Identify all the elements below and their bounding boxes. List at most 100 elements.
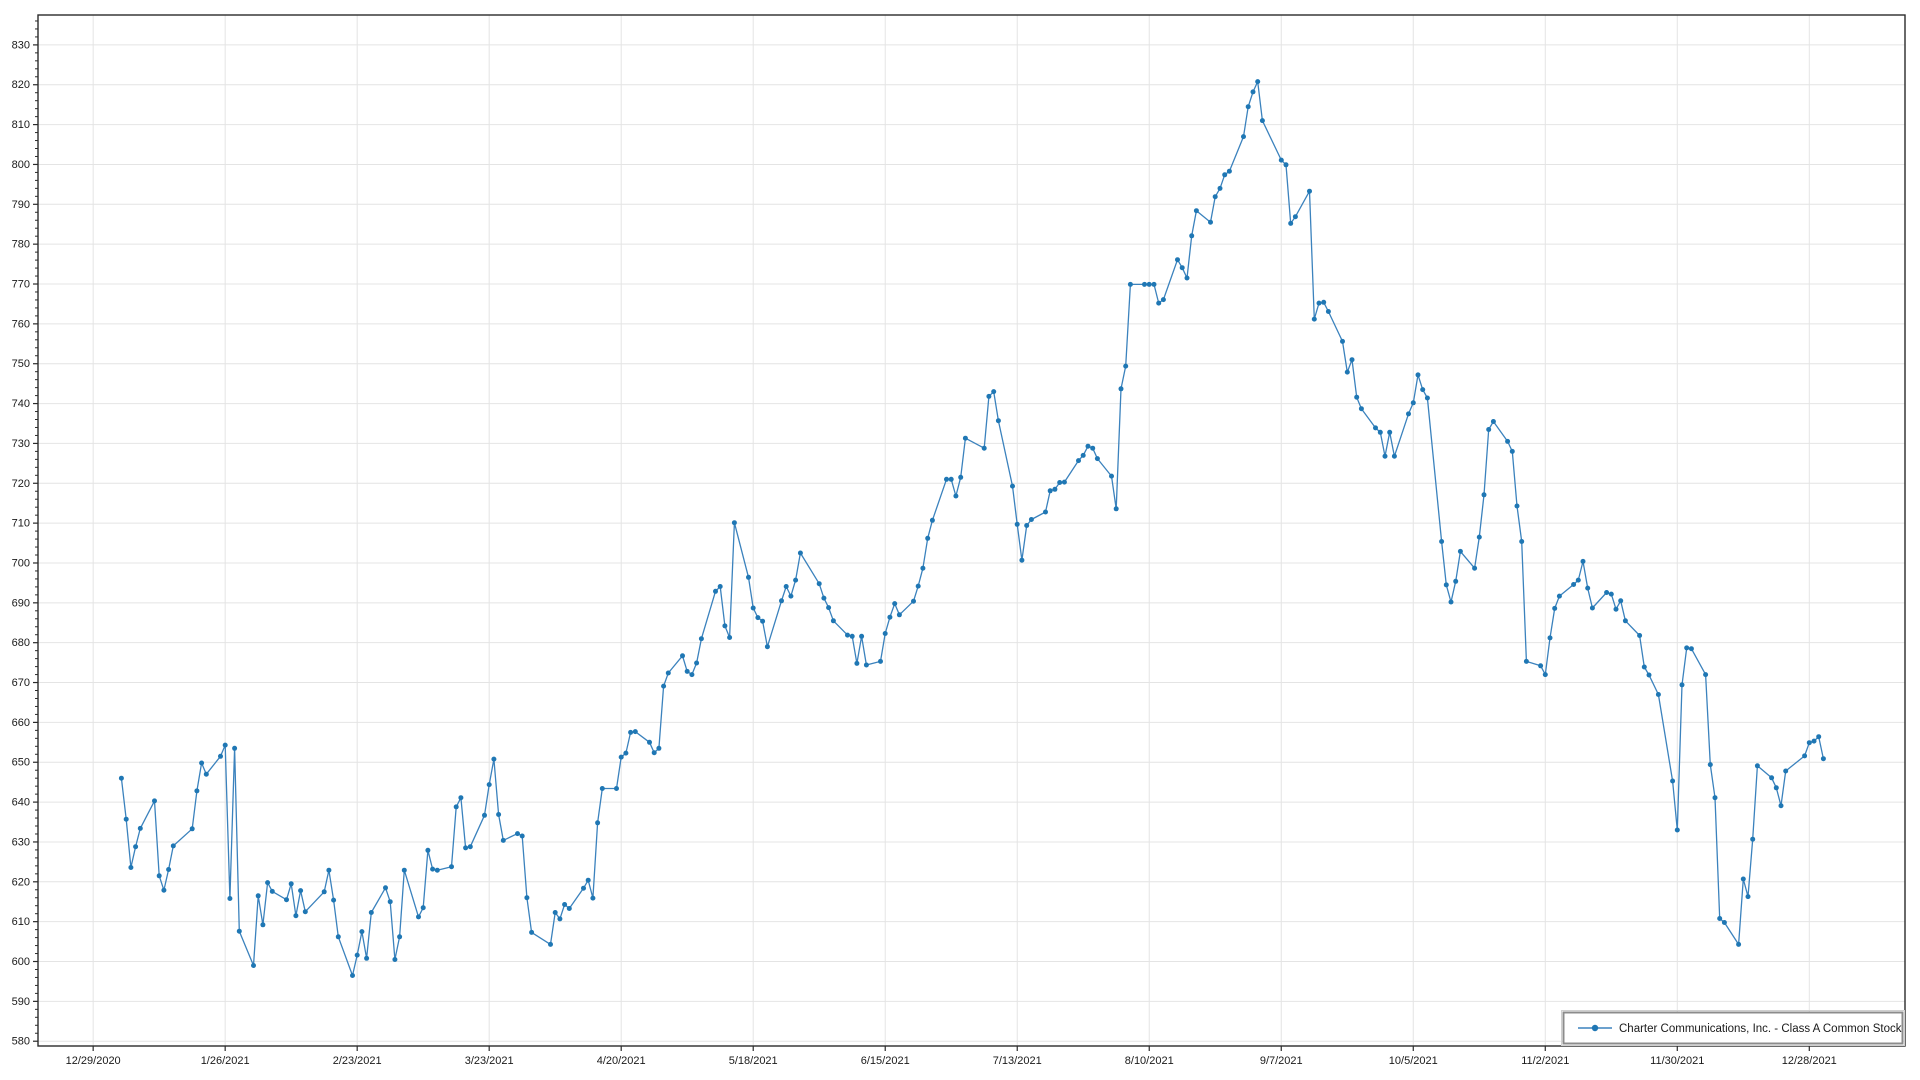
data-point-marker bbox=[944, 476, 949, 482]
data-point-marker bbox=[1156, 300, 1162, 306]
data-point-marker bbox=[1208, 219, 1213, 225]
y-tick-label: 730 bbox=[12, 438, 30, 450]
data-point-marker bbox=[1670, 778, 1676, 784]
data-point-marker bbox=[665, 670, 671, 676]
data-point-marker bbox=[1646, 672, 1652, 678]
y-tick-label: 720 bbox=[12, 478, 30, 490]
data-point-marker bbox=[1354, 394, 1360, 400]
data-point-marker bbox=[585, 877, 591, 883]
data-point-marker bbox=[1010, 483, 1015, 489]
x-tick-label: 4/20/2021 bbox=[597, 1055, 646, 1067]
data-point-marker bbox=[1773, 785, 1779, 791]
data-point-marker bbox=[1307, 188, 1312, 194]
x-tick-label: 11/2/2021 bbox=[1521, 1055, 1569, 1067]
data-point-marker bbox=[915, 583, 921, 589]
data-point-marker bbox=[911, 598, 916, 604]
data-point-marker bbox=[265, 880, 271, 886]
data-point-marker bbox=[830, 618, 836, 624]
data-point-marker bbox=[623, 750, 629, 756]
data-point-marker bbox=[152, 798, 157, 804]
legend-box bbox=[1562, 1011, 1904, 1045]
data-point-marker bbox=[236, 928, 242, 934]
data-point-marker bbox=[199, 760, 205, 766]
data-point-marker bbox=[123, 816, 129, 822]
data-point-marker bbox=[166, 867, 172, 872]
data-point-marker bbox=[397, 934, 403, 940]
data-point-marker bbox=[335, 934, 341, 940]
data-point-marker bbox=[1613, 606, 1619, 612]
data-point-marker bbox=[1783, 768, 1789, 774]
data-point-marker bbox=[1778, 803, 1784, 809]
data-point-marker bbox=[863, 662, 869, 668]
data-point-marker bbox=[566, 906, 572, 911]
data-point-marker bbox=[1340, 338, 1345, 344]
y-tick-label: 710 bbox=[12, 518, 30, 530]
data-point-marker bbox=[1453, 578, 1459, 584]
x-tick-label: 10/5/2021 bbox=[1389, 1055, 1438, 1067]
data-point-marker bbox=[557, 916, 563, 922]
data-point-marker bbox=[929, 517, 935, 523]
data-point-marker bbox=[925, 535, 931, 541]
data-point-marker bbox=[364, 955, 370, 961]
data-point-marker bbox=[1547, 635, 1553, 641]
data-point-marker bbox=[1377, 429, 1383, 435]
data-point-marker bbox=[118, 775, 124, 781]
x-tick-label: 12/29/2020 bbox=[66, 1055, 121, 1067]
data-point-marker bbox=[161, 887, 167, 893]
data-point-marker bbox=[189, 826, 195, 832]
data-point-marker bbox=[425, 847, 431, 853]
legend-outer-border bbox=[1561, 1010, 1905, 1046]
data-point-marker bbox=[128, 865, 134, 870]
x-tick-label: 3/23/2021 bbox=[465, 1055, 514, 1067]
data-point-marker bbox=[1373, 425, 1378, 431]
data-point-marker bbox=[1509, 448, 1515, 454]
x-tick-label: 1/26/2021 bbox=[201, 1055, 250, 1067]
y-tick-label: 750 bbox=[12, 358, 30, 370]
data-point-marker bbox=[783, 584, 789, 589]
data-point-marker bbox=[1712, 795, 1718, 801]
data-point-marker bbox=[962, 435, 968, 441]
data-point-marker bbox=[1193, 208, 1199, 214]
data-point-marker bbox=[260, 922, 266, 928]
data-point-marker bbox=[269, 888, 275, 894]
data-point-marker bbox=[1816, 734, 1822, 740]
data-point-marker bbox=[878, 658, 883, 664]
data-point-marker bbox=[1410, 400, 1416, 406]
data-point-marker bbox=[331, 897, 337, 903]
data-point-marker bbox=[892, 601, 898, 607]
data-point-marker bbox=[1655, 692, 1661, 697]
data-point-marker bbox=[302, 909, 308, 915]
data-point-marker bbox=[1476, 534, 1482, 540]
data-point-marker bbox=[1123, 363, 1129, 369]
x-tick-label: 6/15/2021 bbox=[861, 1055, 910, 1067]
data-point-marker bbox=[298, 888, 304, 894]
series-layer bbox=[118, 79, 1826, 978]
data-point-marker bbox=[986, 393, 992, 399]
data-point-marker bbox=[1448, 599, 1454, 605]
data-point-marker bbox=[1703, 672, 1709, 678]
data-point-marker bbox=[1754, 763, 1760, 769]
data-point-marker bbox=[1127, 281, 1133, 287]
data-point-marker bbox=[1250, 89, 1256, 95]
data-point-marker bbox=[1217, 185, 1223, 191]
data-point-marker bbox=[1278, 157, 1284, 163]
data-point-marker bbox=[632, 729, 638, 735]
data-point-marker bbox=[1707, 762, 1713, 768]
data-point-marker bbox=[1358, 406, 1364, 412]
data-point-marker bbox=[656, 745, 662, 751]
data-point-marker bbox=[284, 897, 289, 903]
data-point-marker bbox=[713, 588, 718, 594]
data-point-marker bbox=[1255, 79, 1261, 85]
data-point-marker bbox=[797, 550, 803, 556]
data-point-marker bbox=[948, 476, 954, 482]
y-tick-label: 580 bbox=[12, 1036, 30, 1048]
data-point-marker bbox=[222, 742, 228, 748]
data-point-marker bbox=[491, 756, 497, 762]
data-point-marker bbox=[618, 754, 624, 760]
data-point-marker bbox=[1160, 297, 1166, 303]
y-tick-label: 700 bbox=[12, 557, 30, 569]
data-point-marker bbox=[420, 905, 426, 911]
data-point-marker bbox=[359, 929, 365, 935]
data-point-marker bbox=[1085, 443, 1091, 449]
data-point-marker bbox=[496, 812, 502, 817]
